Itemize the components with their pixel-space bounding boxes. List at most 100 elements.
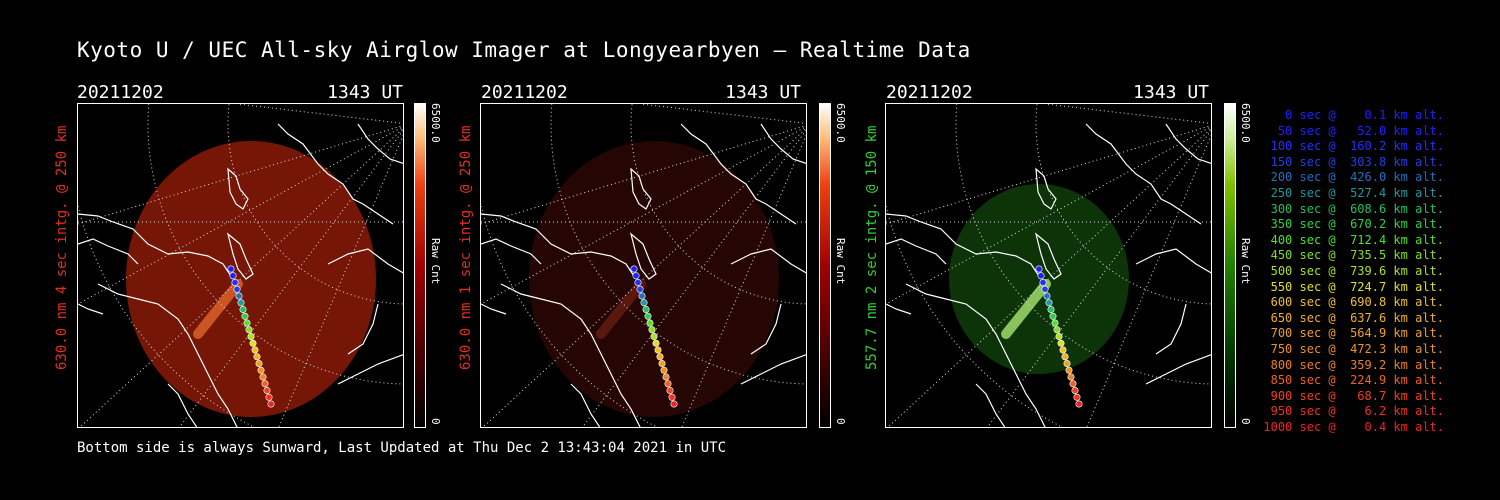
coastline [750,303,782,355]
trajectory-point [257,366,265,374]
panel-1-ylabel: 630.0 nm 4 sec intg. @ 250 km [54,125,70,370]
legend-entry: 50 sec @ 52.0 km alt. [1263,123,1444,138]
trajectory-point [235,292,243,300]
meridian-grid [640,104,806,124]
coastline [78,303,104,315]
meridian-grid [887,127,1211,427]
trajectory-point [255,359,263,367]
trajectory-point [231,279,239,287]
trajectory-point [1075,400,1083,408]
panel-2-colorbar [819,103,831,428]
legend-entry: 350 sec @ 670.2 km alt. [1263,217,1444,232]
trajectory-point [648,326,656,334]
meridian-grid [1045,104,1211,124]
panel-3-image [885,103,1212,428]
coastline [629,232,657,280]
coastline [227,167,249,210]
coastline [886,238,947,265]
coastline [481,238,542,265]
trajectory-point [1065,366,1073,374]
trajectory-point [638,292,646,300]
coastline [500,283,641,427]
legend-entry: 450 sec @ 735.5 km alt. [1263,248,1444,263]
trajectory-point [245,326,253,334]
meridian-grid [481,124,806,225]
coastline [481,303,507,315]
meridian-grid [886,124,1211,225]
trajectory-point [247,333,255,341]
panel-2-date: 20211202 [481,82,568,103]
legend-entry: 400 sec @ 712.4 km alt. [1263,232,1444,247]
coastline [1155,303,1187,355]
latitude-grid [550,104,806,385]
panel-1-date: 20211202 [77,82,164,103]
legend-entry: 750 sec @ 472.3 km alt. [1263,341,1444,356]
latitude-grid [147,104,403,385]
trajectory-point [654,346,662,354]
legend-entry: 500 sec @ 739.6 km alt. [1263,263,1444,278]
trajectory-point [265,393,273,401]
coastline [975,383,1006,427]
trajectory-point [660,366,668,374]
legend-entry: 600 sec @ 690.8 km alt. [1263,295,1444,310]
trajectory-point [1035,265,1043,273]
trajectory-point [263,386,271,394]
legend-entry: 650 sec @ 637.6 km alt. [1263,310,1444,325]
trajectory-point [662,373,670,381]
trajectory-point [1039,279,1047,287]
trajectory-point [259,373,267,381]
trajectory-point [634,279,642,287]
meridian-grid [1086,134,1211,427]
trajectory-point [666,386,674,394]
trajectory-point [1069,380,1077,388]
panel-3-cbar-unit: Raw Cnt [1239,238,1252,285]
trajectory-point [664,380,672,388]
trajectory-point [237,299,245,307]
legend-entry: 300 sec @ 608.6 km alt. [1263,201,1444,216]
panel-1-cbar-max: 6500.0 [429,103,442,143]
panel-3-date: 20211202 [886,82,973,103]
trajectory-point [642,306,650,314]
trajectory-point [670,400,678,408]
panel-3-cbar-max: 6500.0 [1239,103,1252,143]
trajectory-point [652,339,660,347]
coastline [167,383,198,427]
panel-1-colorbar [414,103,426,428]
coastline [570,383,601,427]
legend-entry: 150 sec @ 303.8 km alt. [1263,154,1444,169]
coastline [740,354,806,385]
coastline [481,213,637,280]
coastline [327,248,403,274]
sky-image [126,141,376,417]
coastline [1145,354,1211,385]
meridian-grid [79,127,403,427]
trajectory-point [636,285,644,293]
trajectory-legend: 0 sec @ 0.1 km alt. 50 sec @ 52.0 km alt… [1262,108,1444,435]
panel-2-ylabel: 630.0 nm 1 sec intg. @ 250 km [458,125,474,370]
trajectory-point [1041,285,1049,293]
trajectory-point [1057,339,1065,347]
trajectory-point [630,265,638,273]
panel-2-cbar-min: 0 [834,418,847,425]
trajectory-point [668,393,676,401]
trajectory-point [1043,292,1051,300]
legend-entry: 550 sec @ 724.7 km alt. [1263,279,1444,294]
panel-2-cbar-unit: Raw Cnt [834,238,847,285]
legend-entry: 1000 sec @ 0.4 km alt. [1263,419,1444,434]
trajectory-point [1063,359,1071,367]
trajectory-point [233,285,241,293]
coastline [1085,123,1202,225]
trajectory-point [1049,312,1057,320]
panel-1-cbar-min: 0 [429,418,442,425]
sky-image [529,141,779,417]
panel-3-ylabel: 557.7 nm 2 sec intg. @ 150 km [864,125,880,370]
trajectory-point [1073,393,1081,401]
trajectory-point [1055,333,1063,341]
coastline [1135,248,1211,274]
trajectory-point [1071,386,1079,394]
panel-3-colorbar [1224,103,1236,428]
coastline [357,123,403,164]
trajectory-point [646,319,654,327]
trajectory-point [249,339,257,347]
trajectory-point [243,319,251,327]
